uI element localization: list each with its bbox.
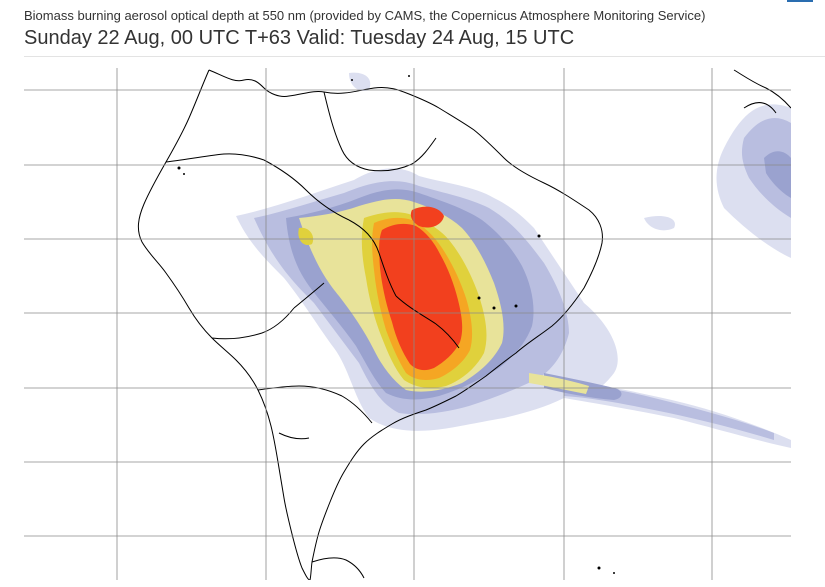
- coastlines: [137, 69, 791, 580]
- header: Biomass burning aerosol optical depth at…: [24, 8, 825, 51]
- map-title: Sunday 22 Aug, 00 UTC T+63 Valid: Tuesda…: [24, 27, 575, 49]
- map-subtitle: Biomass burning aerosol optical depth at…: [24, 8, 706, 23]
- aerosol-map[interactable]: [24, 68, 791, 580]
- corner-tab[interactable]: [787, 0, 813, 2]
- aerosol-layer-7: [379, 206, 463, 371]
- islands: [177, 75, 615, 574]
- graticule: [24, 68, 791, 580]
- map-canvas: [24, 68, 791, 580]
- header-divider: [24, 56, 825, 57]
